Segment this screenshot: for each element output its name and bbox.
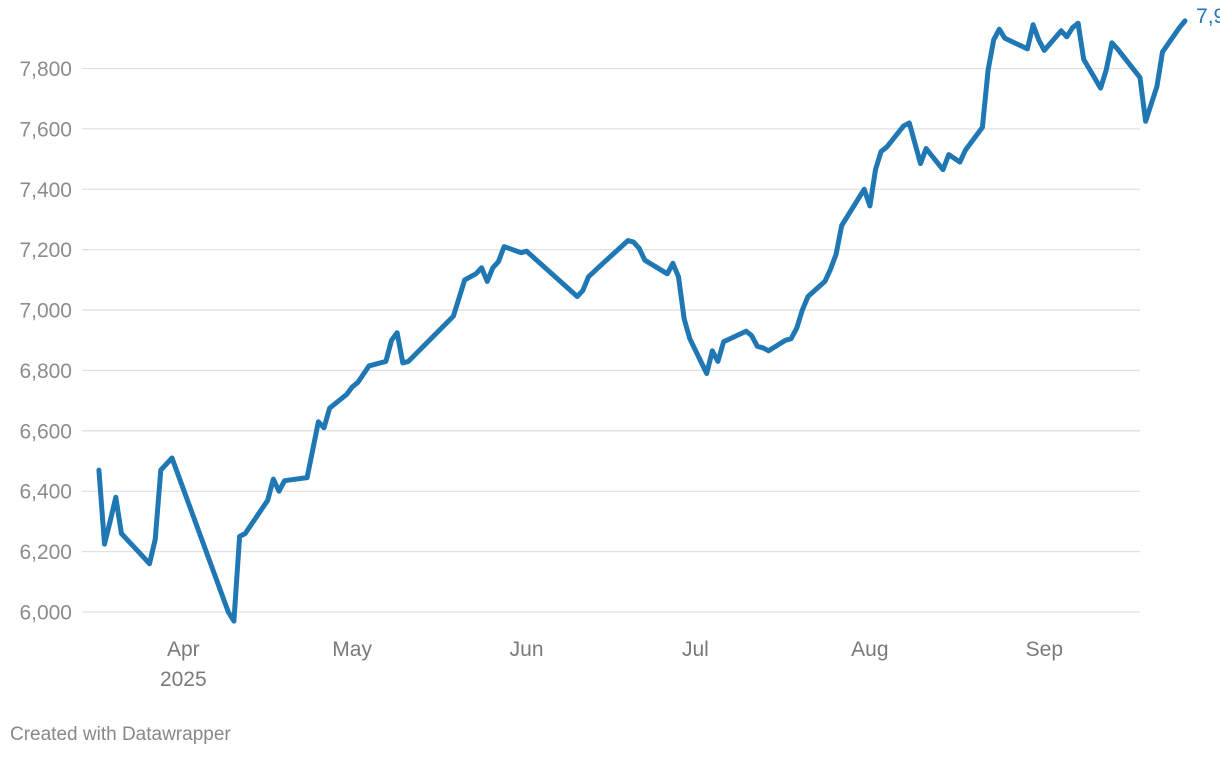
end-value-label: 7,957.7 [1196,5,1220,28]
y-tick-label: 7,400 [19,179,72,202]
x-tick-label: Jul [682,638,709,661]
x-tick-label: Sep [1026,638,1063,661]
series-layer: 7,957.7 [96,5,1220,624]
y-tick-label: 6,200 [19,541,72,564]
x-tick-sublabel: 2025 [160,668,207,691]
y-tick-label: 6,800 [19,360,72,383]
series-line [96,18,1188,624]
y-tick-label: 7,800 [19,58,72,81]
y-tick-label: 6,000 [19,602,72,625]
y-tick-label: 7,200 [19,239,72,262]
x-axis: Apr 2025 May Jun Jul Aug Sep [160,638,1063,691]
y-tick-label: 6,400 [19,481,72,504]
x-tick-label: Apr [167,638,200,661]
y-tick-label: 6,600 [19,420,72,443]
y-tick-label: 7,000 [19,300,72,323]
datawrapper-credit: Created with Datawrapper [10,724,231,745]
x-tick-label: Jun [510,638,544,661]
x-tick-label: Aug [851,638,888,661]
x-tick-label: May [332,638,372,661]
y-tick-label: 7,600 [19,118,72,141]
y-axis: 6,000 6,200 6,400 6,600 6,800 7,000 7,200 7,400… [19,58,72,625]
grid-layer [82,67,1140,613]
